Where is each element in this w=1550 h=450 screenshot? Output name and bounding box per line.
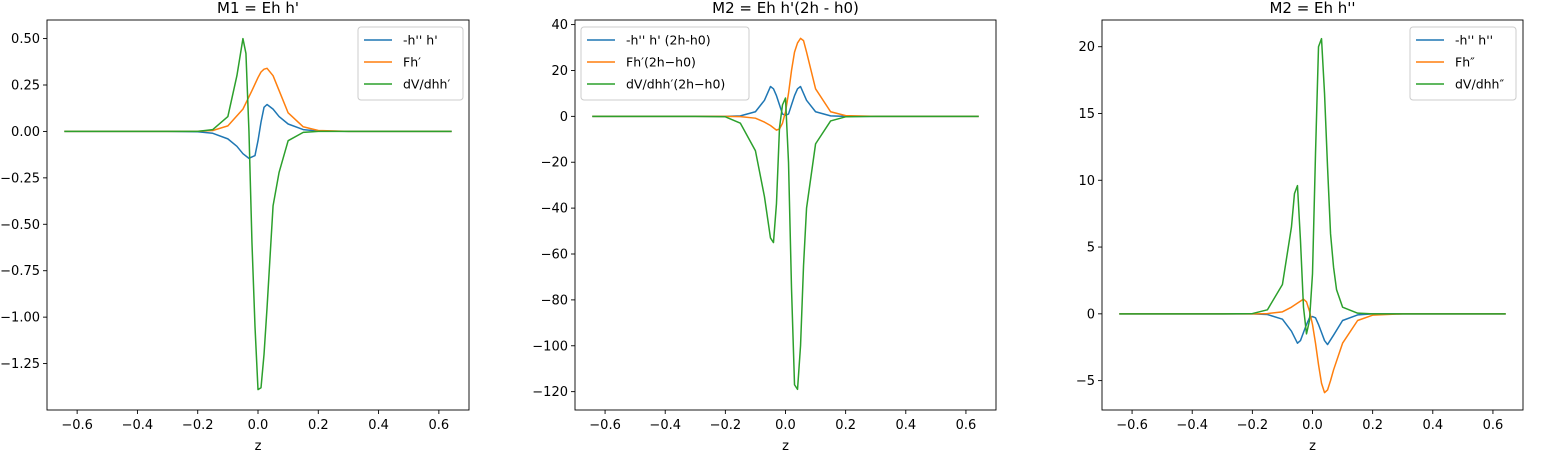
chart-panel-3: −0.6 −0.4 −0.2 0.0 0.2 0.4 0.6 20 15 10 5 0 −5 M2 = E… bbox=[1076, 0, 1524, 450]
x-tick-label: −0.4 bbox=[1176, 418, 1208, 433]
x-tick-label: 0.4 bbox=[1422, 418, 1443, 433]
y-tick-label: 10 bbox=[1078, 174, 1095, 189]
series-line-3 bbox=[592, 97, 979, 391]
legend: -h'' h'' Fh″ dV/dhh″ bbox=[1409, 26, 1517, 101]
y-tick-label: 0.50 bbox=[11, 32, 40, 47]
chart-panel-2: −0.6 −0.4 −0.2 0.0 0.2 0.4 0.6 40 20 0 −20 −40 −60 −8… bbox=[532, 0, 997, 450]
y-tick-label: −0.50 bbox=[0, 218, 40, 233]
y-tick-label: 20 bbox=[1078, 40, 1095, 55]
y-tick-label: 20 bbox=[551, 64, 568, 79]
legend: -h'' h' Fh′ dV/dhh′ bbox=[357, 26, 464, 101]
legend-box bbox=[357, 26, 464, 101]
series-line-3 bbox=[64, 37, 452, 391]
x-tick-label: −0.4 bbox=[649, 418, 681, 433]
legend-entry-label: Fh″ bbox=[1455, 55, 1475, 70]
legend-entry-label: Fh′(2h−h0) bbox=[626, 55, 696, 70]
x-tick-label: −0.2 bbox=[1237, 418, 1269, 433]
y-tick-label: 0.25 bbox=[11, 79, 40, 94]
legend-entry-label: -h'' h' bbox=[403, 33, 438, 48]
x-axis-label: z bbox=[782, 439, 789, 450]
series-line-2 bbox=[592, 37, 979, 131]
chart-panel-1: −0.6 −0.4 −0.2 0.0 0.2 0.4 0.6 0.50 0.25 0.00 −0.2… bbox=[0, 0, 470, 450]
x-tick-label: −0.2 bbox=[710, 418, 742, 433]
y-tick-label: 0 bbox=[1087, 307, 1095, 322]
y-tick-label: −80 bbox=[541, 293, 568, 308]
y-tick-label: 0 bbox=[560, 110, 568, 125]
series-line-2 bbox=[1119, 298, 1506, 394]
y-tick-label: −20 bbox=[541, 156, 568, 171]
x-tick-label: 0.0 bbox=[775, 418, 796, 433]
x-tick-label: 0.2 bbox=[835, 418, 856, 433]
legend-entry-label: -h'' h' (2h-h0) bbox=[626, 33, 711, 48]
x-tick-label: −0.4 bbox=[122, 418, 154, 433]
y-tick-label: 0.00 bbox=[11, 125, 40, 140]
legend-entry-label: dV/dhh″ bbox=[1455, 77, 1504, 92]
chart-title: M1 = Eh h' bbox=[217, 0, 299, 17]
y-tick-label: 5 bbox=[1087, 241, 1095, 256]
legend-entry-label: Fh′ bbox=[403, 55, 421, 70]
y-tick-label: −1.25 bbox=[0, 357, 40, 372]
series-line-1 bbox=[1119, 313, 1506, 346]
y-tick-label: −0.25 bbox=[0, 171, 40, 186]
x-tick-label: −0.6 bbox=[61, 418, 93, 433]
legend: -h'' h' (2h-h0) Fh′(2h−h0) dV/dhh′(2h−h0) bbox=[580, 26, 750, 101]
x-axis-label: z bbox=[1309, 439, 1316, 450]
series-line-1 bbox=[592, 85, 979, 118]
x-tick-label: 0.2 bbox=[1362, 418, 1383, 433]
chart-title: M2 = Eh h'(2h - h0) bbox=[712, 0, 859, 17]
x-tick-label: −0.6 bbox=[589, 418, 621, 433]
y-tick-label: 40 bbox=[551, 18, 568, 33]
legend-entry-label: dV/dhh′ bbox=[403, 77, 450, 92]
x-tick-label: −0.6 bbox=[1116, 418, 1148, 433]
legend-box bbox=[580, 26, 750, 101]
y-tick-label: −60 bbox=[541, 248, 568, 263]
x-tick-label: 0.6 bbox=[1483, 418, 1504, 433]
series-line-3 bbox=[1119, 37, 1506, 335]
y-tick-label: −40 bbox=[541, 202, 568, 217]
x-tick-label: 0.6 bbox=[429, 418, 450, 433]
x-tick-label: 0.0 bbox=[248, 418, 269, 433]
legend-box bbox=[1409, 26, 1517, 101]
x-tick-label: 0.0 bbox=[1302, 418, 1323, 433]
chart-title: M2 = Eh h'' bbox=[1269, 0, 1355, 17]
x-tick-label: 0.4 bbox=[895, 418, 916, 433]
x-axis-label: z bbox=[255, 439, 262, 450]
y-tick-label: −120 bbox=[532, 385, 568, 400]
y-tick-label: 15 bbox=[1078, 107, 1095, 122]
legend-entry-label: dV/dhh′(2h−h0) bbox=[626, 77, 725, 92]
y-tick-label: −0.75 bbox=[0, 264, 40, 279]
x-tick-label: 0.2 bbox=[308, 418, 329, 433]
x-tick-label: 0.4 bbox=[368, 418, 389, 433]
x-tick-label: 0.6 bbox=[956, 418, 977, 433]
y-tick-label: −100 bbox=[532, 339, 568, 354]
y-tick-label: −1.00 bbox=[0, 311, 40, 326]
y-tick-label: −5 bbox=[1076, 374, 1095, 389]
series-line-1 bbox=[64, 103, 452, 160]
legend-entry-label: -h'' h'' bbox=[1455, 33, 1493, 48]
x-tick-label: −0.2 bbox=[182, 418, 214, 433]
